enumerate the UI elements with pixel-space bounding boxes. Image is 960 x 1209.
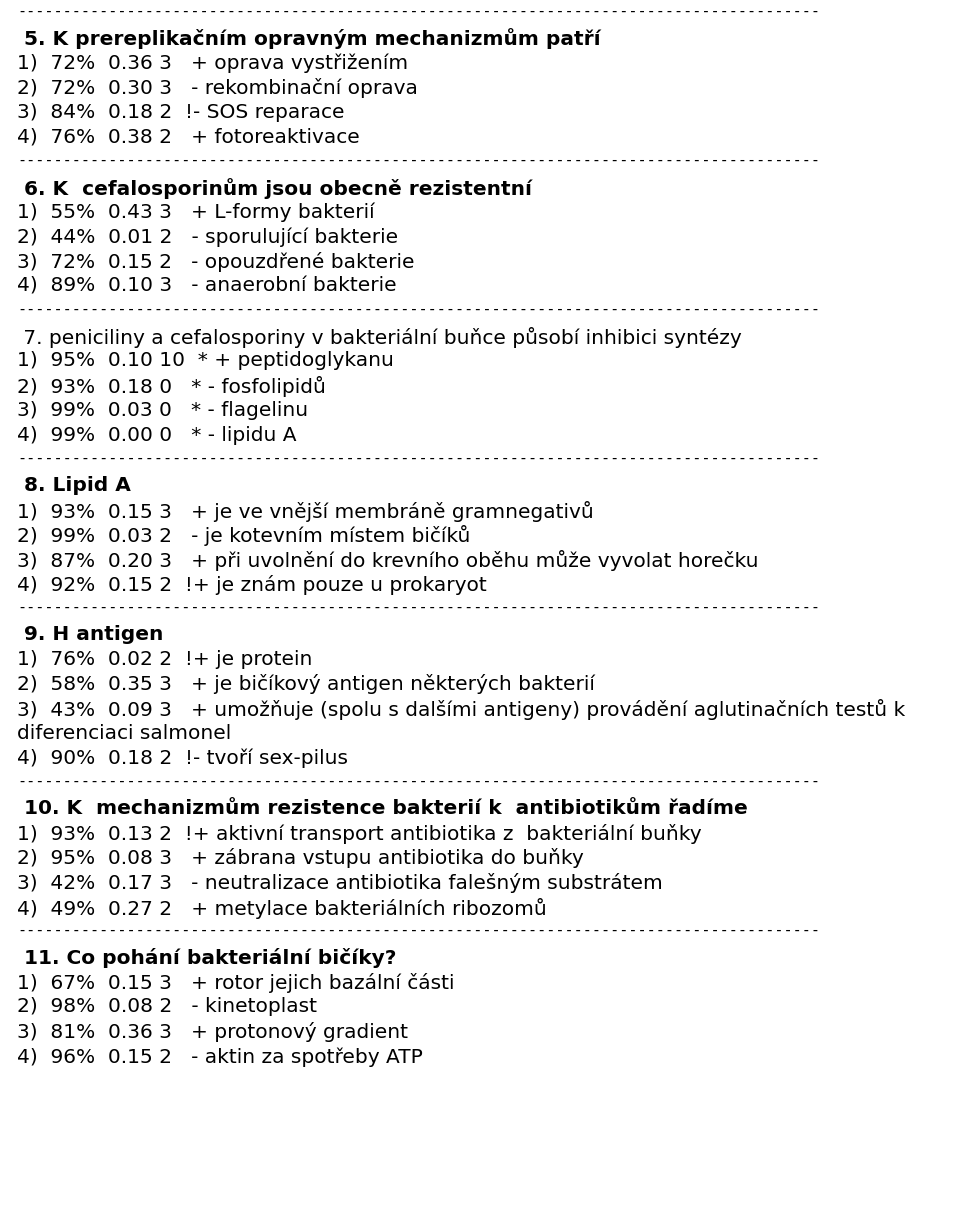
Text: --------------------------------------------------------------------------------: ----------------------------------------… bbox=[17, 922, 820, 938]
Text: 1)  67%  0.15 3   + rotor jejich bazální části: 1) 67% 0.15 3 + rotor jejich bazální čás… bbox=[17, 972, 455, 993]
Text: 2)  95%  0.08 3   + zábrana vstupu antibiotika do buňky: 2) 95% 0.08 3 + zábrana vstupu antibioti… bbox=[17, 849, 584, 868]
Text: 2)  99%  0.03 2   - je kotevním místem bičíků: 2) 99% 0.03 2 - je kotevním místem bičík… bbox=[17, 526, 470, 546]
Text: 4)  92%  0.15 2  !+ je znám pouze u prokaryot: 4) 92% 0.15 2 !+ je znám pouze u prokary… bbox=[17, 575, 487, 595]
Text: 3)  99%  0.03 0   * - flagelinu: 3) 99% 0.03 0 * - flagelinu bbox=[17, 401, 308, 421]
Text: 6. K  cefalosporinům jsou obecně rezistentní: 6. K cefalosporinům jsou obecně rezisten… bbox=[17, 178, 532, 198]
Text: 8. Lipid A: 8. Lipid A bbox=[17, 475, 132, 494]
Text: 1)  76%  0.02 2  !+ je protein: 1) 76% 0.02 2 !+ je protein bbox=[17, 649, 313, 669]
Text: 3)  84%  0.18 2  !- SOS reparace: 3) 84% 0.18 2 !- SOS reparace bbox=[17, 103, 345, 122]
Text: --------------------------------------------------------------------------------: ----------------------------------------… bbox=[17, 600, 820, 615]
Text: --------------------------------------------------------------------------------: ----------------------------------------… bbox=[17, 451, 820, 465]
Text: 1)  72%  0.36 3   + oprava vystřižením: 1) 72% 0.36 3 + oprava vystřižením bbox=[17, 53, 408, 73]
Text: 3)  81%  0.36 3   + protonový gradient: 3) 81% 0.36 3 + protonový gradient bbox=[17, 1023, 408, 1042]
Text: 3)  42%  0.17 3   - neutralizace antibiotika falešným substrátem: 3) 42% 0.17 3 - neutralizace antibiotika… bbox=[17, 873, 663, 893]
Text: 3)  87%  0.20 3   + při uvolnění do krevního oběhu může vyvolat horečku: 3) 87% 0.20 3 + při uvolnění do krevního… bbox=[17, 550, 758, 571]
Text: 3)  43%  0.09 3   + umožňuje (spolu s dalšími antigeny) provádění aglutinačních : 3) 43% 0.09 3 + umožňuje (spolu s dalším… bbox=[17, 699, 905, 721]
Text: 1)  95%  0.10 10  * + peptidoglykanu: 1) 95% 0.10 10 * + peptidoglykanu bbox=[17, 352, 395, 370]
Text: 3)  72%  0.15 2   - opouzdřené bakterie: 3) 72% 0.15 2 - opouzdřené bakterie bbox=[17, 253, 415, 272]
Text: 1)  93%  0.15 3   + je ve vnější membráně gramnegativů: 1) 93% 0.15 3 + je ve vnější membráně gr… bbox=[17, 501, 594, 521]
Text: 4)  99%  0.00 0   * - lipidu A: 4) 99% 0.00 0 * - lipidu A bbox=[17, 426, 297, 445]
Text: 4)  76%  0.38 2   + fotoreaktivace: 4) 76% 0.38 2 + fotoreaktivace bbox=[17, 128, 360, 146]
Text: 9. H antigen: 9. H antigen bbox=[17, 625, 163, 643]
Text: 2)  98%  0.08 2   - kinetoplast: 2) 98% 0.08 2 - kinetoplast bbox=[17, 997, 317, 1017]
Text: --------------------------------------------------------------------------------: ----------------------------------------… bbox=[17, 152, 820, 168]
Text: 2)  72%  0.30 3   - rekombinační oprava: 2) 72% 0.30 3 - rekombinační oprava bbox=[17, 79, 419, 98]
Text: 7. peniciliny a cefalosporiny v bakteriální buňce působí inhibici syntézy: 7. peniciliny a cefalosporiny v bakteriá… bbox=[17, 326, 742, 348]
Text: 4)  49%  0.27 2   + metylace bakteriálních ribozomů: 4) 49% 0.27 2 + metylace bakteriálních r… bbox=[17, 898, 547, 919]
Text: 2)  58%  0.35 3   + je bičíkový antigen některých bakterií: 2) 58% 0.35 3 + je bičíkový antigen někt… bbox=[17, 675, 595, 694]
Text: --------------------------------------------------------------------------------: ----------------------------------------… bbox=[17, 4, 820, 18]
Text: 5. K prereplikačním opravným mechanizmům patří: 5. K prereplikačním opravným mechanizmům… bbox=[17, 29, 601, 50]
Text: --------------------------------------------------------------------------------: ----------------------------------------… bbox=[17, 302, 820, 317]
Text: 10. K  mechanizmům rezistence bakterií k  antibiotikům řadíme: 10. K mechanizmům rezistence bakterií k … bbox=[17, 799, 748, 817]
Text: --------------------------------------------------------------------------------: ----------------------------------------… bbox=[17, 774, 820, 788]
Text: 4)  90%  0.18 2  !- tvoří sex-pilus: 4) 90% 0.18 2 !- tvoří sex-pilus bbox=[17, 748, 348, 769]
Text: 4)  96%  0.15 2   - aktin za spotřeby ATP: 4) 96% 0.15 2 - aktin za spotřeby ATP bbox=[17, 1047, 423, 1066]
Text: 4)  89%  0.10 3   - anaerobní bakterie: 4) 89% 0.10 3 - anaerobní bakterie bbox=[17, 277, 396, 296]
Text: 2)  44%  0.01 2   - sporulující bakterie: 2) 44% 0.01 2 - sporulující bakterie bbox=[17, 227, 398, 247]
Text: diferenciaci salmonel: diferenciaci salmonel bbox=[17, 724, 231, 744]
Text: 2)  93%  0.18 0   * - fosfolipidů: 2) 93% 0.18 0 * - fosfolipidů bbox=[17, 376, 326, 398]
Text: 1)  93%  0.13 2  !+ aktivní transport antibiotika z  bakteriální buňky: 1) 93% 0.13 2 !+ aktivní transport antib… bbox=[17, 823, 702, 844]
Text: 11. Co pohání bakteriální bičíky?: 11. Co pohání bakteriální bičíky? bbox=[17, 948, 396, 967]
Text: 1)  55%  0.43 3   + L-formy bakterií: 1) 55% 0.43 3 + L-formy bakterií bbox=[17, 202, 375, 222]
